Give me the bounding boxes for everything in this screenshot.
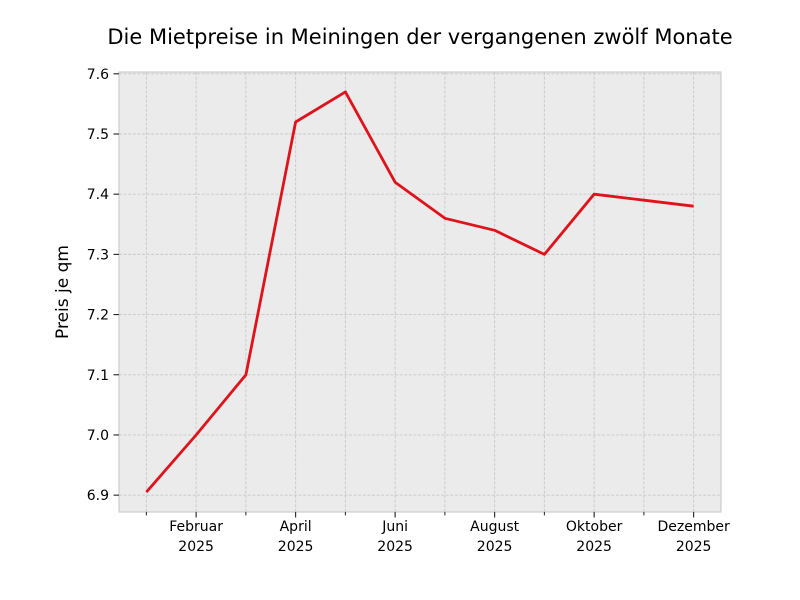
x-tick-label-year: 2025 (377, 539, 413, 555)
y-tick-label: 7.3 (87, 247, 109, 263)
y-tick-label: 7.4 (87, 187, 109, 203)
x-tick-label-year: 2025 (477, 539, 513, 555)
x-tick-label-year: 2025 (676, 539, 712, 555)
axes-spines (118, 71, 722, 513)
x-tick-label-month: Dezember (658, 519, 730, 535)
y-tick-label: 7.2 (87, 308, 109, 324)
x-tick-label-year: 2025 (576, 539, 612, 555)
plot-background (119, 72, 721, 512)
x-tick-label-year: 2025 (178, 539, 214, 555)
y-tick-label: 7.6 (87, 67, 109, 83)
y-tick-label: 7.0 (87, 428, 109, 444)
x-tick-label-month: Oktober (566, 519, 623, 535)
x-tick-label-month: Juni (381, 519, 408, 535)
price-data-line (145, 90, 694, 494)
y-axis-label: Preis je qm (53, 245, 73, 339)
x-tick-label-month: April (280, 519, 312, 535)
x-tick-label-year: 2025 (278, 539, 314, 555)
y-tick-label: 7.1 (87, 368, 109, 384)
y-tick-label: 7.5 (87, 127, 109, 143)
x-tick-label-month: Februar (169, 519, 223, 535)
chart-title: Die Mietpreise in Meiningen der vergange… (107, 25, 732, 49)
y-tick-label: 6.9 (87, 488, 109, 504)
x-tick-label-month: August (470, 519, 520, 535)
plot-area: 6.9 7.0 7.1 7.2 7.3 7.4 7.5 7.6 Februar 2025 April… (87, 67, 730, 555)
